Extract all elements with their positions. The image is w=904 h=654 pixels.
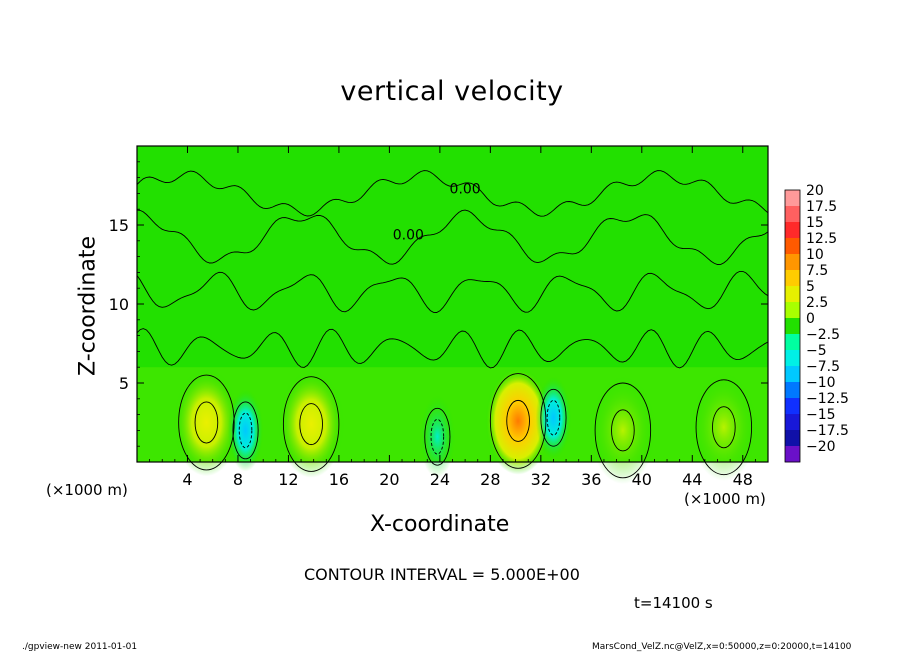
contour-line: [430, 418, 445, 455]
contour-line: [136, 328, 769, 369]
footer-right: MarsCond_VelZ.nc@VelZ,x=0:50000,z=0:2000…: [592, 642, 852, 652]
colorbar-label: −17.5: [806, 423, 849, 439]
contour-line: [232, 401, 259, 460]
updraft-cell: [485, 367, 551, 475]
x-tick-label: 28: [480, 470, 500, 489]
colorbar-label: −5: [806, 343, 827, 359]
contour-line: [506, 399, 530, 442]
x-axis-label: X-coordinate: [370, 512, 510, 537]
contour-line: [546, 399, 561, 436]
contour-line: [712, 406, 736, 449]
y-axis-label: Z-coordinate: [75, 236, 101, 376]
colorbar-frame: [784, 189, 801, 463]
colorbar-cell: [785, 302, 800, 319]
contour-line: [238, 412, 253, 449]
contour-line: [282, 376, 340, 472]
colorbar-label: −15: [806, 407, 836, 423]
x-tick-label: 48: [733, 470, 753, 489]
contour-line: [178, 374, 235, 471]
contour-line: [611, 409, 635, 452]
contour-lines: 0.00 0.00: [136, 170, 769, 479]
contour-line: [424, 407, 451, 466]
colorbar-label: −2.5: [806, 327, 840, 343]
x-tick-label: 40: [632, 470, 652, 489]
contour-line: [136, 170, 769, 217]
contour-line: [299, 403, 323, 446]
colorbar-label: 5: [806, 279, 815, 295]
updraft-cell: [278, 370, 344, 478]
colorbar-cell: [785, 366, 800, 383]
y-axis: 5 10 15: [109, 161, 768, 447]
x-unit-left: (×1000 m): [46, 481, 128, 499]
y-tick-label: 15: [109, 216, 129, 235]
y-tick-label: 10: [109, 295, 129, 314]
colorbar-label: 20: [806, 183, 824, 199]
contour-line: [540, 388, 567, 447]
x-tick-label: 8: [233, 470, 243, 489]
colorbar-label: 12.5: [806, 231, 837, 247]
x-tick-label: 12: [278, 470, 298, 489]
colorbar-label: 2.5: [806, 295, 828, 311]
chart-title: vertical velocity: [340, 76, 564, 107]
colorbar-cell: [785, 318, 800, 335]
contour-line: [594, 382, 652, 479]
colorbar-label: −20: [806, 439, 836, 455]
colorbar: 2017.51512.5107.552.50−2.5−5−7.5−10−12.5…: [784, 183, 849, 463]
time-note: t=14100 s: [634, 594, 713, 612]
contour-line: [194, 401, 219, 444]
heatmap: [137, 146, 768, 485]
contour-interval-note: CONTOUR INTERVAL = 5.000E+00: [304, 565, 580, 584]
contour-value-label: 0.00: [393, 227, 424, 243]
updraft-cell: [691, 373, 757, 481]
contour-value-label: 0.00: [450, 182, 481, 198]
colorbar-label: 10: [806, 247, 824, 263]
colorbar-cell: [785, 334, 800, 351]
contour-line: [136, 209, 769, 265]
colorbar-cell: [785, 382, 800, 399]
contour-line: [136, 270, 769, 313]
colorbar-label: 7.5: [806, 263, 828, 279]
x-tick-label: 20: [379, 470, 399, 489]
x-tick-label: 4: [182, 470, 192, 489]
contour-line: [695, 379, 753, 476]
colorbar-cell: [785, 350, 800, 367]
colorbar-cell: [785, 206, 800, 223]
colorbar-cell: [785, 190, 800, 207]
x-tick-label: 44: [682, 470, 702, 489]
colorbar-label: −12.5: [806, 391, 849, 407]
footer-left: ./gpview-new 2011-01-01: [22, 642, 138, 652]
updraft-cell: [590, 376, 656, 485]
colorbar-label: 17.5: [806, 199, 837, 215]
x-tick-label: 24: [430, 470, 450, 489]
colorbar-cell: [785, 414, 800, 431]
x-axis: 4 8 12 16 20 24 28 32 36 40 44 48: [149, 146, 756, 489]
colorbar-label: −10: [806, 375, 836, 391]
colorbar-cell: [785, 254, 800, 271]
updraft-cell: [173, 368, 240, 477]
colorbar-cell: [785, 446, 800, 463]
colorbar-cell: [785, 398, 800, 415]
contour-line: [489, 373, 547, 469]
x-tick-label: 16: [329, 470, 349, 489]
colorbar-cell: [785, 270, 800, 287]
colorbar-label: 15: [806, 215, 824, 231]
colorbar-cell: [785, 286, 800, 303]
colorbar-cell: [785, 222, 800, 239]
colorbar-label: 0: [806, 311, 815, 327]
colorbar-cell: [785, 238, 800, 255]
x-unit-right: (×1000 m): [684, 490, 766, 508]
y-tick-label: 5: [119, 374, 129, 393]
x-tick-label: 36: [581, 470, 601, 489]
colorbar-cell: [785, 430, 800, 447]
x-tick-label: 32: [531, 470, 551, 489]
colorbar-label: −7.5: [806, 359, 840, 375]
